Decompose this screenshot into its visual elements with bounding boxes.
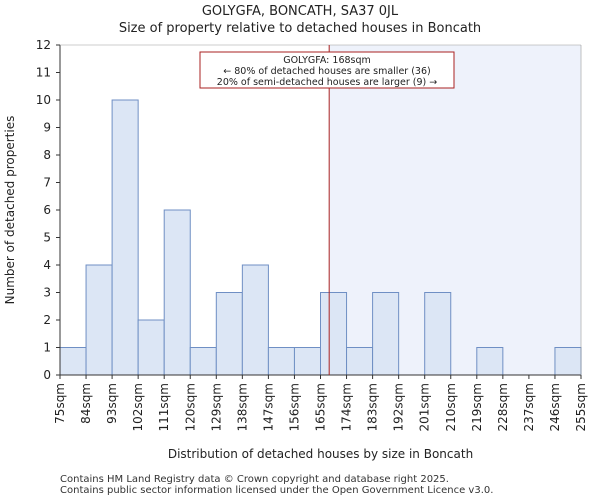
bar (293, 347, 322, 376)
y-axis-label: Number of detached properties (3, 116, 17, 305)
x-tick-label: 165sqm (314, 383, 328, 431)
annotation-box (199, 51, 455, 89)
bar (85, 264, 113, 376)
x-tick-label: 102sqm (131, 383, 145, 431)
chart-title: GOLYGFA, BONCATH, SA37 0JL (201, 4, 399, 19)
y-tick-label: 6 (43, 203, 51, 217)
y-tick-label: 5 (43, 231, 51, 245)
y-tick-label: 9 (43, 121, 51, 135)
bar (137, 319, 165, 376)
footer-line-2: Contains public sector information licen… (60, 485, 494, 496)
y-tick-label: 2 (43, 313, 51, 327)
x-tick-label: 147sqm (261, 383, 275, 431)
y-tick-label: 10 (36, 93, 51, 107)
y-tick-label: 0 (43, 368, 51, 382)
annotation-line: ← 80% of detached houses are smaller (36… (223, 66, 430, 77)
x-tick-label: 129sqm (209, 383, 223, 431)
bar (554, 347, 582, 376)
x-tick-label: 246sqm (548, 383, 562, 431)
bar (372, 292, 400, 376)
bar (241, 264, 269, 376)
y-tick-label: 4 (43, 258, 51, 272)
larger-region-shade (329, 45, 581, 375)
bar (189, 347, 217, 376)
chart-subtitle: Size of property relative to detached ho… (118, 21, 482, 36)
y-tick-label: 7 (43, 176, 51, 190)
annotation-line: 20% of semi-detached houses are larger (… (217, 77, 437, 88)
x-tick-label: 210sqm (444, 383, 458, 431)
y-tick-label: 12 (36, 38, 51, 52)
bar (111, 99, 139, 376)
bar (424, 292, 452, 376)
bar (163, 209, 191, 376)
y-tick-label: 3 (43, 286, 51, 300)
y-tick-label: 11 (36, 66, 51, 80)
bar (267, 347, 295, 376)
x-tick-label: 192sqm (392, 383, 406, 431)
x-tick-label: 255sqm (574, 383, 588, 431)
x-tick-label: 228sqm (496, 383, 510, 431)
x-tick-label: 237sqm (522, 383, 536, 431)
bar (346, 347, 374, 376)
bar (476, 347, 504, 376)
footer-line-1: Contains HM Land Registry data © Crown c… (60, 474, 449, 485)
x-tick-label: 183sqm (366, 383, 380, 431)
y-tick-label: 1 (43, 341, 51, 355)
x-tick-label: 219sqm (470, 383, 484, 431)
annotation-line: GOLYGFA: 168sqm (283, 55, 371, 66)
x-tick-label: 201sqm (418, 383, 432, 431)
x-axis-label: Distribution of detached houses by size … (168, 447, 473, 461)
x-tick-label: 138sqm (235, 383, 249, 431)
bar (215, 292, 243, 376)
bar (320, 292, 348, 376)
x-tick-label: 174sqm (340, 383, 354, 431)
x-tick-label: 93sqm (105, 383, 119, 424)
x-tick-label: 120sqm (183, 383, 197, 431)
bar (59, 347, 87, 376)
x-tick-label: 75sqm (53, 383, 67, 424)
x-tick-label: 84sqm (79, 383, 93, 424)
x-tick-label: 111sqm (157, 383, 171, 431)
x-tick-label: 156sqm (287, 383, 301, 431)
y-tick-label: 8 (43, 148, 51, 162)
